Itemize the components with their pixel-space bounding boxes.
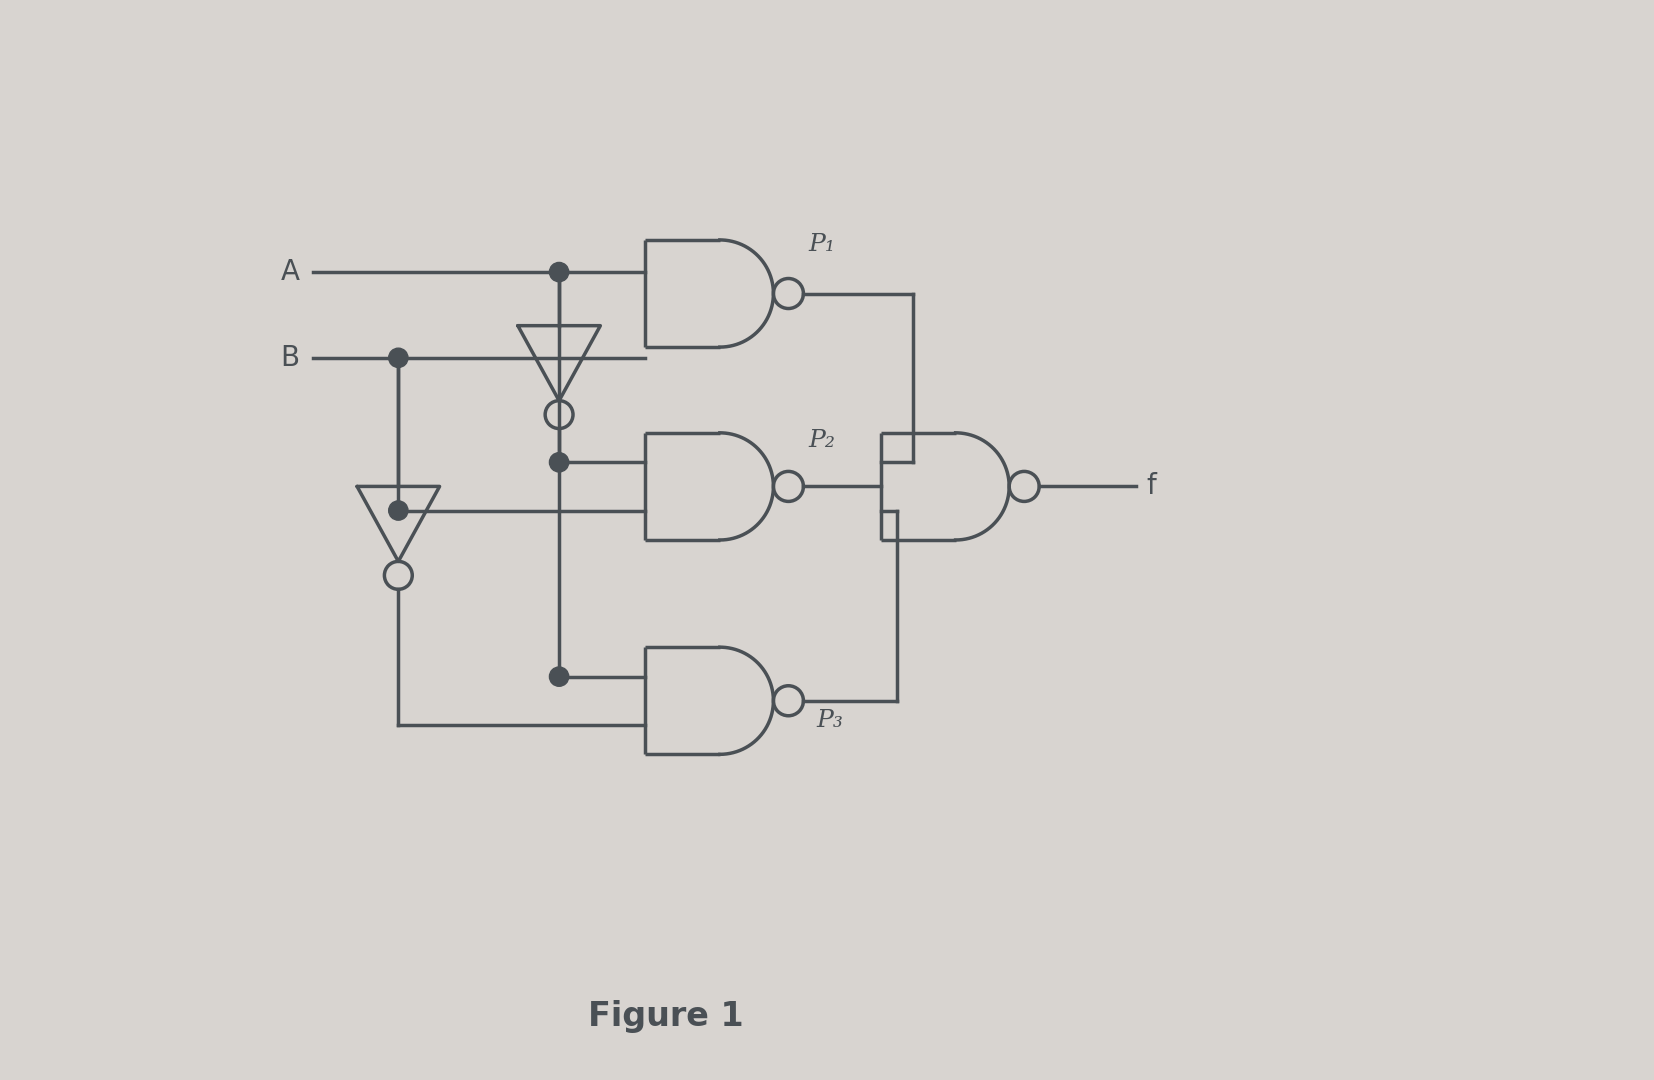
- Circle shape: [549, 262, 569, 282]
- Text: P₁: P₁: [809, 233, 835, 256]
- Circle shape: [389, 348, 409, 367]
- Text: A: A: [281, 258, 299, 286]
- Text: P₃: P₃: [817, 710, 844, 732]
- Circle shape: [389, 501, 409, 521]
- Text: f: f: [1146, 472, 1156, 500]
- Circle shape: [549, 667, 569, 686]
- Text: P₂: P₂: [809, 429, 835, 453]
- Circle shape: [549, 453, 569, 472]
- Text: B: B: [281, 343, 299, 372]
- Text: Figure 1: Figure 1: [589, 1000, 744, 1032]
